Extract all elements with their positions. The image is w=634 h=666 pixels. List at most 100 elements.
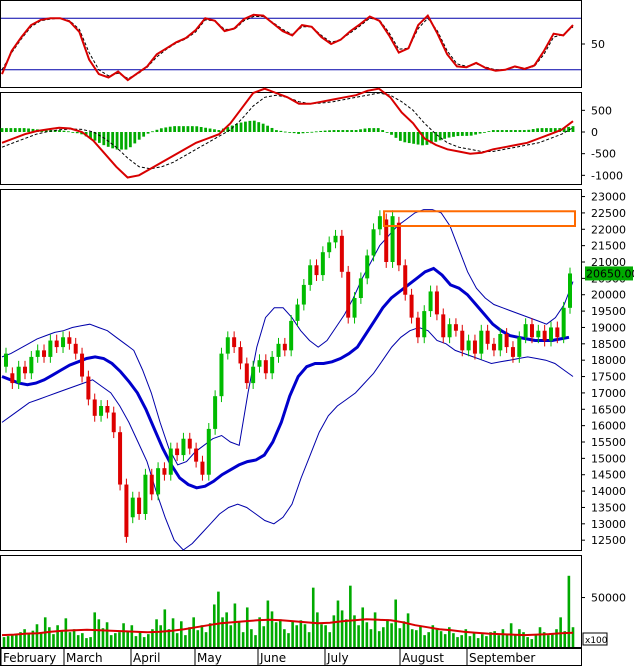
candle-body: [568, 273, 572, 308]
candle-body: [422, 311, 427, 338]
candle-body: [149, 474, 154, 495]
macd-histogram-bar: [567, 126, 570, 132]
macd-histogram-bar: [487, 131, 491, 132]
candle-body: [4, 353, 8, 367]
volume-bar: [130, 625, 134, 647]
price-tick-label: 21000: [591, 256, 626, 269]
candle-body: [396, 222, 401, 266]
candle-body: [143, 474, 148, 514]
macd-histogram-bar: [124, 132, 128, 150]
macd-histogram-bar: [301, 132, 305, 134]
volume-bar: [39, 633, 43, 647]
volume-bar: [2, 637, 6, 647]
macd-histogram-bar: [359, 129, 362, 132]
macd-histogram-bar: [438, 132, 442, 141]
volume-bar: [184, 635, 187, 647]
candle-body: [523, 324, 528, 338]
macd-histogram-bar: [407, 132, 411, 144]
candle-body: [536, 330, 541, 338]
macd-histogram-bar: [460, 132, 464, 136]
volume-bar: [23, 629, 26, 647]
macd-histogram-bar: [341, 130, 345, 132]
candle-body: [175, 448, 180, 456]
volume-bar: [171, 618, 175, 647]
volume-bar: [423, 635, 426, 647]
volume-bar: [460, 635, 463, 647]
candle-body: [339, 235, 344, 272]
macd-histogram-bar: [416, 132, 420, 145]
price-tick-label: 15500: [591, 436, 626, 449]
volume-bar: [68, 632, 72, 647]
volume-panel-frame: [0, 555, 582, 648]
volume-bar: [563, 631, 567, 647]
oscillator-tick-label: 50: [591, 38, 605, 51]
volume-bar: [6, 636, 10, 647]
candle-body: [434, 291, 439, 315]
volume-bar: [530, 639, 534, 647]
price-tick-label: 13500: [591, 501, 626, 514]
macd-histogram-bar: [22, 128, 26, 132]
candle-body: [111, 412, 116, 433]
macd-histogram-bar: [549, 128, 553, 132]
macd-histogram-bar: [332, 130, 336, 132]
volume-bar: [559, 617, 562, 647]
candle-body: [479, 330, 484, 354]
macd-histogram-bar: [248, 120, 252, 132]
volume-bar: [522, 632, 525, 647]
macd-histogram-bar: [372, 128, 376, 132]
candle-body: [352, 298, 357, 318]
price-tick-label: 15000: [591, 452, 626, 465]
candle-body: [29, 356, 34, 374]
candle-body: [238, 347, 243, 364]
candle-body: [377, 216, 382, 230]
volume-bar: [349, 585, 352, 647]
volume-bar: [167, 629, 171, 647]
candle-body: [219, 353, 224, 397]
candle-body: [156, 468, 161, 495]
macd-histogram-bar: [553, 128, 557, 132]
candle-body: [333, 235, 338, 243]
candle-body: [16, 366, 21, 384]
volume-bar: [390, 623, 393, 647]
volume-bar: [546, 635, 550, 647]
volume-bars: [2, 575, 575, 647]
candle-body: [504, 334, 509, 348]
volume-bar: [221, 617, 224, 647]
macd-histogram-bar: [283, 131, 287, 133]
volume-bar: [19, 632, 22, 647]
volume-bar: [448, 627, 451, 647]
last-price-label: 20650.00: [586, 267, 634, 280]
macd-histogram-bar: [252, 120, 256, 132]
macd-histogram-bar: [244, 121, 247, 132]
oscillator-panel: 50: [1, 13, 605, 82]
macd-histogram-bar: [75, 132, 79, 134]
candle-body: [10, 373, 15, 384]
candle-body: [460, 330, 465, 351]
volume-bar: [118, 632, 121, 647]
macd-histogram-bar: [155, 129, 159, 132]
candle-body: [491, 343, 496, 351]
volume-bar: [291, 621, 294, 647]
price-tick-label: 22500: [591, 207, 626, 220]
macd-histogram-bar: [177, 126, 181, 132]
candle-body: [118, 432, 123, 485]
macd-histogram-bar: [133, 132, 137, 144]
candle-body: [105, 406, 110, 413]
volume-bar: [555, 629, 558, 647]
candle-body: [257, 360, 262, 367]
macd-histogram-bar: [505, 130, 509, 132]
macd-histogram-bar: [310, 131, 314, 133]
candle-body: [270, 356, 275, 374]
candle-body: [314, 265, 319, 276]
macd-histogram-bar: [522, 130, 526, 132]
volume-bar: [134, 636, 138, 647]
volume-bar: [283, 629, 286, 647]
candle-body: [187, 438, 192, 449]
volume-bar: [538, 627, 542, 647]
macd-histogram-bar: [128, 132, 132, 148]
macd-histogram-bar: [496, 130, 500, 132]
volume-bar: [307, 632, 311, 647]
volume-bar: [64, 618, 68, 647]
macd-histogram-bar: [261, 123, 265, 132]
volume-bar: [35, 624, 39, 647]
